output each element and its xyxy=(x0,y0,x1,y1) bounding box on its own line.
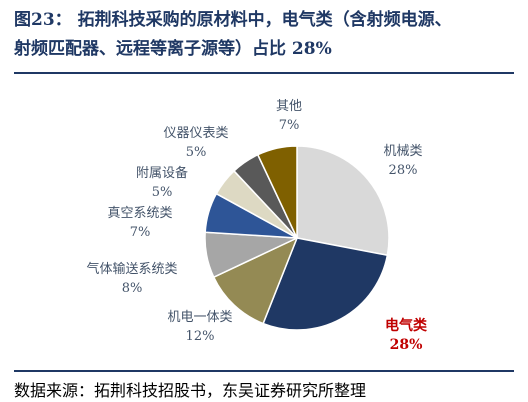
slice-category-label: 机电一体类 xyxy=(167,310,232,325)
slice-value-label: 7% xyxy=(130,225,151,240)
slice-category-label: 附属设备 xyxy=(136,165,188,181)
slice-value-label: 5% xyxy=(152,185,173,200)
slice-category-label: 机械类 xyxy=(383,144,422,159)
slice-value-label: 7% xyxy=(279,118,300,133)
pie-slice xyxy=(262,237,389,331)
title-line-2: 射频匹配器、远程等离子源等）占比 28% xyxy=(14,39,332,59)
pie-slice xyxy=(296,145,390,257)
slice-category-label: 真空系统类 xyxy=(107,206,172,221)
top-rule xyxy=(14,72,514,74)
pie-slice xyxy=(212,236,299,325)
figure-title: 图23： 拓荆科技采购的原材料中，电气类（含射频电源、 射频匹配器、远程等离子源… xyxy=(14,6,519,64)
source-note: 数据来源：拓荆科技招股书，东吴证券研究所整理 xyxy=(14,381,367,400)
slice-value-label: 8% xyxy=(122,281,143,296)
slice-category-label: 电气类 xyxy=(385,317,428,334)
bottom-rule xyxy=(14,370,514,372)
slice-category-label: 气体输送系统类 xyxy=(86,261,177,277)
slice-value-label: 5% xyxy=(186,145,207,160)
slice-category-label: 仪器仪表类 xyxy=(163,126,228,141)
slice-value-label: 12% xyxy=(186,329,215,344)
slice-value-label: 28% xyxy=(389,163,418,178)
slice-category-label: 其他 xyxy=(276,99,302,114)
title-line-1: 图23： 拓荆科技采购的原材料中，电气类（含射频电源、 xyxy=(14,10,452,30)
pie-slice xyxy=(256,145,298,239)
slice-value-label: 28% xyxy=(390,337,423,353)
